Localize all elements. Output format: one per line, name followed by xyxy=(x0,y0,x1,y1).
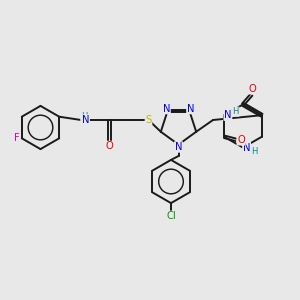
Text: Cl: Cl xyxy=(166,211,176,221)
Text: H: H xyxy=(251,147,258,156)
Text: O: O xyxy=(248,84,256,94)
Text: O: O xyxy=(106,141,113,152)
Text: N: N xyxy=(224,110,232,120)
Text: N: N xyxy=(243,142,250,153)
Text: N: N xyxy=(82,115,89,125)
Text: H: H xyxy=(232,107,239,116)
Text: H: H xyxy=(81,112,87,121)
Text: O: O xyxy=(237,135,245,145)
Text: S: S xyxy=(146,115,152,125)
Text: F: F xyxy=(14,133,19,143)
Text: N: N xyxy=(175,142,182,152)
Text: N: N xyxy=(187,103,194,114)
Text: N: N xyxy=(163,103,170,114)
